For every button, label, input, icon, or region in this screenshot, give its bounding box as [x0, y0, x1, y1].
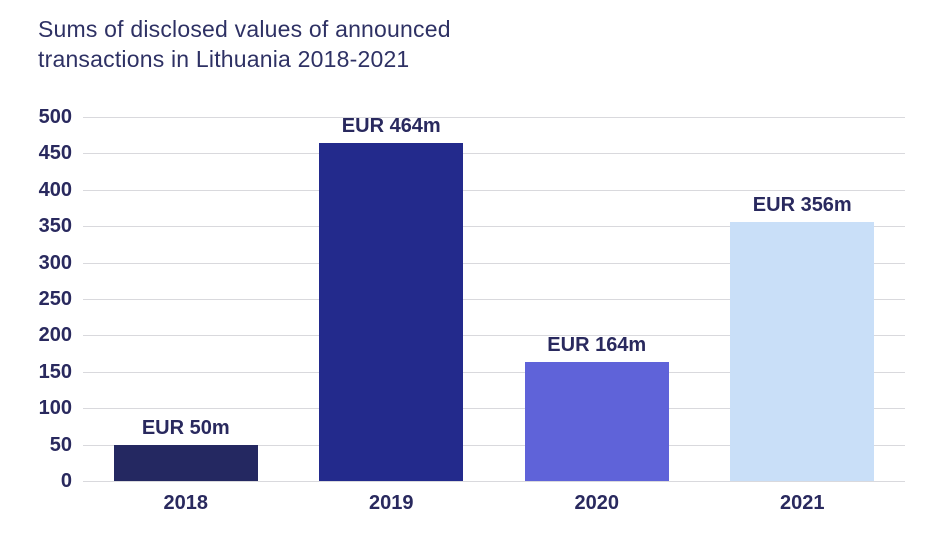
y-tick-label-300: 300	[38, 251, 72, 274]
x-axis-label-2019: 2019	[369, 492, 414, 514]
x-axis-label-2021: 2021	[780, 492, 825, 514]
gridline-300	[83, 262, 905, 264]
x-axis-label-2020: 2020	[574, 492, 620, 514]
chart-title: Sums of disclosed values of announced tr…	[38, 14, 451, 74]
bar-2021	[730, 221, 875, 481]
chart-title-line-2: transactions in Lithuania 2018-2021	[38, 46, 410, 72]
bar-value-label-2018: EUR 50m	[141, 416, 230, 439]
y-tick-label-350: 350	[38, 215, 72, 238]
y-tick-label-50: 50	[49, 433, 72, 456]
gridline-400	[83, 189, 905, 191]
gridline-150	[83, 371, 905, 373]
bar-value-label-2019: EUR 464m	[341, 115, 441, 138]
gridline-450	[83, 153, 905, 155]
gridline-200	[83, 335, 905, 337]
gridline-50	[83, 444, 905, 446]
gridline-0	[83, 481, 905, 482]
y-tick-label-200: 200	[38, 324, 72, 347]
bar-2018	[113, 444, 258, 481]
bar-value-label-2020: EUR 164m	[547, 333, 647, 356]
y-tick-label-0: 0	[60, 470, 72, 492]
y-tick-label-400: 400	[38, 178, 72, 201]
plot-area	[83, 117, 905, 482]
bar-2020	[524, 361, 669, 481]
bar-value-label-2021: EUR 356m	[752, 193, 852, 216]
x-axis-label-2018: 2018	[163, 492, 209, 514]
gridline-100	[83, 408, 905, 410]
y-tick-label-450: 450	[38, 142, 72, 165]
y-tick-label-500: 500	[38, 106, 72, 128]
chart-title-line-1: Sums of disclosed values of announced	[38, 16, 451, 42]
y-tick-label-250: 250	[38, 288, 72, 310]
gridline-350	[83, 226, 905, 228]
gridline-250	[83, 299, 905, 300]
y-tick-label-150: 150	[38, 360, 72, 383]
y-tick-label-100: 100	[38, 397, 72, 420]
bar-2019	[319, 143, 464, 481]
gridline-500	[83, 117, 905, 118]
